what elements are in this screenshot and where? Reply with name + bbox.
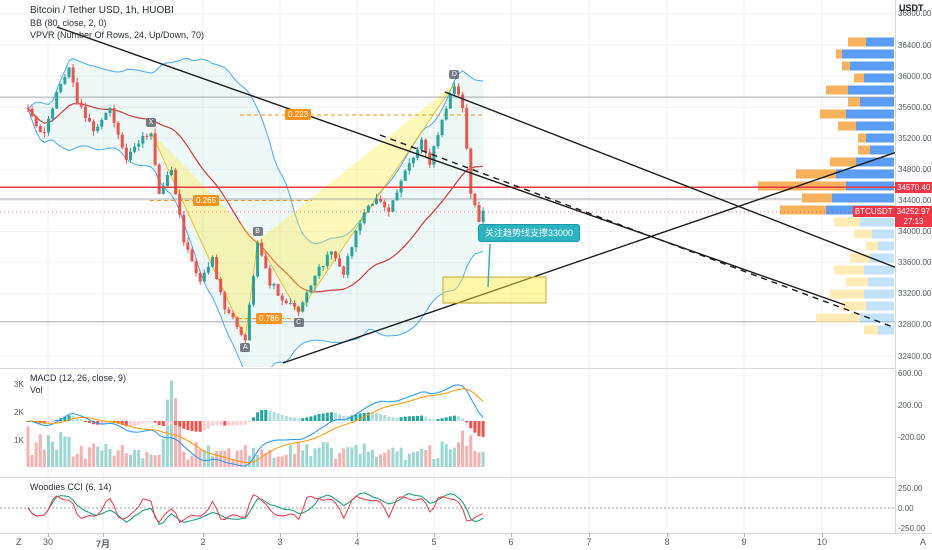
ticker-price: 34252.97: [896, 206, 930, 216]
time-tick: [203, 533, 204, 537]
time-tick: [434, 533, 435, 537]
time-tick: [667, 533, 668, 537]
trend-lines[interactable]: [56, 26, 898, 364]
time-axis-label: 6: [508, 537, 514, 547]
volume-scale-label: 1K: [14, 435, 24, 445]
macd-label[interactable]: MACD (12, 26, close, 9): [30, 373, 127, 383]
horizontal-levels[interactable]: [0, 96, 895, 323]
macd-panel-legend: MACD (12, 26, close, 9) Vol: [30, 372, 126, 396]
chart-legend: Bitcoin / Tether USD, 1h, HUOBI BB (80, …: [30, 5, 204, 41]
alert-line[interactable]: [0, 186, 895, 213]
macd-axis-label: -200.00: [898, 432, 926, 442]
volume-scale-label: 3K: [14, 379, 24, 389]
bollinger-bands: [27, 58, 484, 367]
time-axis-label: 8: [664, 537, 670, 547]
time-axis-label: 5: [431, 537, 437, 547]
time-tick: [103, 533, 104, 537]
callout-annotation[interactable]: 关注趋势线支撑33000: [478, 224, 581, 242]
time-axis[interactable]: [0, 533, 932, 550]
time-axis-label: 7: [586, 537, 592, 547]
macd-axis-label: 600.00: [898, 368, 923, 378]
corner-a-label[interactable]: A: [920, 537, 927, 547]
price-axis[interactable]: [895, 0, 932, 533]
macd-axis-label: 200.00: [898, 400, 923, 410]
time-axis-label: 9: [741, 537, 747, 547]
volume-profile: [758, 37, 894, 335]
ticker-countdown: 27:13: [895, 216, 932, 227]
fib-level-label[interactable]: 0.223: [285, 108, 312, 120]
indicator-vpvr-label[interactable]: VPVR (Number Of Rows, 24, Up/Down, 70): [30, 30, 205, 40]
volume-bars: [26, 380, 485, 467]
time-axis-label: 30: [42, 537, 54, 547]
drawing-annotations[interactable]: [442, 243, 547, 304]
corner-z-label[interactable]: Z: [16, 537, 22, 547]
cci-axis-label: 0.00: [898, 503, 914, 513]
time-axis-label: 7月: [95, 539, 111, 549]
volume-scale-label: 2K: [14, 407, 24, 417]
cci-label[interactable]: Woodies CCI (6, 14): [30, 482, 112, 492]
time-axis-label: 3: [277, 537, 283, 547]
price-axis-label: 32800.00: [898, 320, 932, 330]
cci-lines: [0, 492, 895, 526]
time-axis-label: 2: [200, 537, 206, 547]
cci-axis-label: 250.00: [898, 483, 923, 493]
price-axis-label: 33600.00: [898, 258, 932, 268]
price-axis-label: 32400.00: [898, 351, 932, 361]
price-axis-label: 34800.00: [898, 164, 932, 174]
indicator-bb-label[interactable]: BB (80, close, 2, 0): [30, 18, 107, 28]
fib-level-label[interactable]: 0.265: [193, 194, 220, 206]
pattern-point-label[interactable]: D: [449, 69, 460, 79]
time-axis-label: 4: [354, 537, 360, 547]
price-axis-label: 34400.00: [898, 196, 932, 205]
time-tick: [822, 533, 823, 537]
pattern-point-label[interactable]: C: [293, 318, 304, 328]
alert-price-badge[interactable]: 34570.40: [895, 181, 932, 193]
time-tick: [744, 533, 745, 537]
time-tick: [48, 533, 49, 537]
price-axis-label: 35600.00: [898, 102, 932, 112]
time-tick: [280, 533, 281, 537]
pattern-point-label[interactable]: A: [240, 343, 251, 353]
macd-histogram: [26, 384, 485, 467]
symbol-title[interactable]: Bitcoin / Tether USD, 1h, HUOBI: [30, 5, 174, 16]
time-axis-label: 10: [816, 537, 828, 547]
price-axis-label: 36000.00: [898, 71, 932, 81]
panel-separators: [0, 368, 932, 478]
fib-level-label[interactable]: 0.786: [256, 312, 283, 324]
cci-axis-label: -250.00: [898, 523, 926, 533]
price-axis-label: 36400.00: [898, 40, 932, 50]
pattern-point-label[interactable]: B: [252, 226, 263, 236]
price-axis-label: 35200.00: [898, 133, 932, 143]
price-axis-label: 36800.00: [898, 9, 932, 19]
axis-currency-label[interactable]: USDT: [899, 3, 924, 13]
ticker-price-badge[interactable]: BTCUSDT 34252.97 27:13: [852, 205, 932, 227]
grid-lines: [0, 0, 895, 533]
price-axis-label: 34000.00: [898, 227, 932, 237]
pattern-point-label[interactable]: X: [146, 118, 156, 128]
cci-panel-legend: Woodies CCI (6, 14): [30, 481, 111, 493]
time-tick: [589, 533, 590, 537]
price-axis-label: 33200.00: [898, 289, 932, 299]
vol-label[interactable]: Vol: [30, 385, 43, 395]
ticker-symbol: BTCUSDT: [854, 206, 893, 216]
time-tick: [357, 533, 358, 537]
time-tick: [511, 533, 512, 537]
